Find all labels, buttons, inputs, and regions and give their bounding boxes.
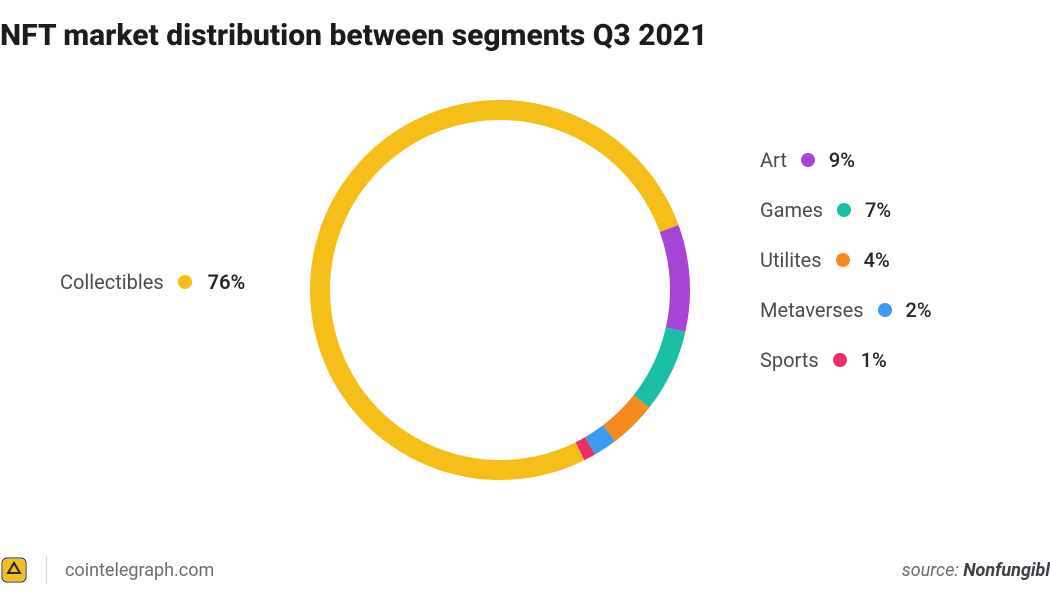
footer-divider xyxy=(46,556,47,584)
legend-left-dot xyxy=(178,275,192,289)
legend-item-dot xyxy=(801,153,815,167)
legend-item: Utilites 4% xyxy=(760,248,932,272)
legend-item-label: Games xyxy=(760,198,823,222)
donut-arcs xyxy=(310,100,690,480)
legend-item-dot xyxy=(837,203,851,217)
legend-item-value: 7% xyxy=(865,198,891,222)
legend-item: Sports 1% xyxy=(760,348,932,372)
donut-svg xyxy=(300,90,700,490)
legend-item: Games 7% xyxy=(760,198,932,222)
legend-item-value: 9% xyxy=(829,148,855,172)
legend-left: Collectibles 76% xyxy=(60,270,245,294)
footer-source: source: Nonfungibl xyxy=(902,560,1050,581)
legend-item-value: 4% xyxy=(864,248,890,272)
legend-item: Metaverses 2% xyxy=(760,298,932,322)
donut-chart xyxy=(300,90,700,490)
footer-site: cointelegraph.com xyxy=(65,560,214,581)
legend-item-value: 2% xyxy=(906,298,932,322)
brand-logo-icon xyxy=(0,556,28,584)
legend-item-dot xyxy=(836,253,850,267)
legend-right: Art 9% Games 7% Utilites 4% Metaverses 2% Sports… xyxy=(760,148,932,372)
footer: cointelegraph.com source: Nonfungibl xyxy=(0,550,1050,590)
legend-item-dot xyxy=(833,353,847,367)
donut-segment-games xyxy=(634,327,686,407)
footer-source-label: source: xyxy=(902,560,963,581)
legend-left-value: 76% xyxy=(208,270,246,294)
legend-item: Art 9% xyxy=(760,148,932,172)
legend-item-dot xyxy=(878,303,892,317)
page-root: NFT market distribution between segments… xyxy=(0,0,1050,600)
legend-item-value: 1% xyxy=(861,348,887,372)
legend-left-label: Collectibles xyxy=(60,270,164,294)
footer-source-name: Nonfungibl xyxy=(963,560,1050,581)
legend-item-label: Sports xyxy=(760,348,819,372)
legend-item-label: Metaverses xyxy=(760,298,864,322)
legend-item-label: Art xyxy=(760,148,787,172)
donut-segment-art xyxy=(660,225,690,332)
chart-title: NFT market distribution between segments… xyxy=(0,18,707,54)
legend-item-label: Utilites xyxy=(760,248,822,272)
footer-left: cointelegraph.com xyxy=(0,556,214,584)
donut-segment-utilities xyxy=(603,395,649,441)
